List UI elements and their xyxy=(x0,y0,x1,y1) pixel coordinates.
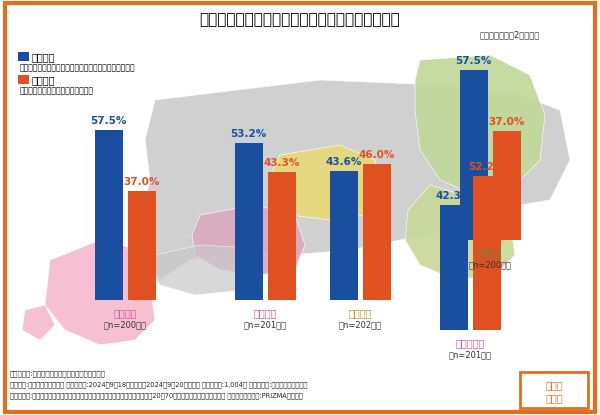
Text: 43.6%: 43.6% xyxy=(325,157,362,167)
Text: （近親者のみで行う小規模な葬儀）: （近親者のみで行う小規模な葬儀） xyxy=(20,86,94,95)
Text: 全回答項目上位2つを抜粋: 全回答項目上位2つを抜粋 xyxy=(480,30,540,39)
Text: （n=202人）: （n=202人） xyxy=(338,320,382,329)
Bar xyxy=(473,176,500,330)
Text: 〈調査概要:「全国の葬儀の違い」に関する調査〉: 〈調査概要:「全国の葬儀の違い」に関する調査〉 xyxy=(10,370,106,376)
Polygon shape xyxy=(22,305,55,340)
Bar xyxy=(493,131,521,240)
Bar xyxy=(362,164,391,300)
Text: （n=201人）: （n=201人） xyxy=(244,320,287,329)
Polygon shape xyxy=(192,205,305,275)
Text: 42.3%: 42.3% xyxy=(436,191,472,201)
Bar xyxy=(128,191,155,300)
Text: （n=200人）: （n=200人） xyxy=(469,260,512,269)
Text: ：一般葬: ：一般葬 xyxy=(32,52,56,62)
Polygon shape xyxy=(140,80,570,280)
Polygon shape xyxy=(405,185,515,280)
Polygon shape xyxy=(45,240,155,345)
Polygon shape xyxy=(415,55,545,195)
Text: 37.0%: 37.0% xyxy=(124,177,160,187)
Polygon shape xyxy=(272,145,380,220)
Text: 【九州】: 【九州】 xyxy=(113,308,137,318)
Text: ・調査対象:調査回答時に葬儀に行ったことがある、または参列したことがある20〜70代の男女と回答したモニター ・モニター提供元:PRIZMAリサーチ: ・調査対象:調査回答時に葬儀に行ったことがある、または参列したことがある20〜7… xyxy=(10,392,303,399)
Text: （n=201人）: （n=201人） xyxy=(448,350,491,359)
Text: （n=200人）: （n=200人） xyxy=(103,320,146,329)
Bar xyxy=(235,143,263,300)
Bar xyxy=(520,372,588,408)
Text: 57.5%: 57.5% xyxy=(91,116,127,127)
Text: 46.0%: 46.0% xyxy=(358,150,395,160)
Polygon shape xyxy=(148,245,260,295)
Text: 【関西】: 【関西】 xyxy=(253,308,277,318)
Text: 【首都圏】: 【首都圏】 xyxy=(455,338,485,348)
Text: 52.2%: 52.2% xyxy=(469,162,505,172)
Text: 葬儀の: 葬儀の xyxy=(545,380,563,390)
Text: 【北陸】: 【北陸】 xyxy=(348,308,372,318)
Text: 57.5%: 57.5% xyxy=(455,56,491,66)
Text: 【東北】: 【東北】 xyxy=(478,248,502,258)
Bar xyxy=(268,172,296,300)
Text: 37.0%: 37.0% xyxy=(488,117,524,127)
Text: 直近で経験した葬儀はどのような形式でしたか？: 直近で経験した葬儀はどのような形式でしたか？ xyxy=(200,12,400,27)
Text: 43.3%: 43.3% xyxy=(263,158,299,168)
Text: ・調査元:株式会社ディライト ・調査期間:2024年9月18日（水）～2024年9月20日（木） ・調査人数:1,004人 ・調査方法:インターネット調査: ・調査元:株式会社ディライト ・調査期間:2024年9月18日（水）～2024年… xyxy=(10,381,307,388)
Bar xyxy=(329,171,358,300)
Bar xyxy=(18,52,29,61)
Bar xyxy=(439,205,467,330)
Bar xyxy=(460,71,487,240)
Text: ：家族葬: ：家族葬 xyxy=(32,75,56,85)
Bar xyxy=(18,75,29,84)
Text: （参列者を限定せず通夜と告別式を行う従来型の葬儀）: （参列者を限定せず通夜と告別式を行う従来型の葬儀） xyxy=(20,63,136,72)
Bar xyxy=(95,130,122,300)
Text: 53.2%: 53.2% xyxy=(230,129,266,139)
Text: 口コミ: 口コミ xyxy=(545,393,563,403)
